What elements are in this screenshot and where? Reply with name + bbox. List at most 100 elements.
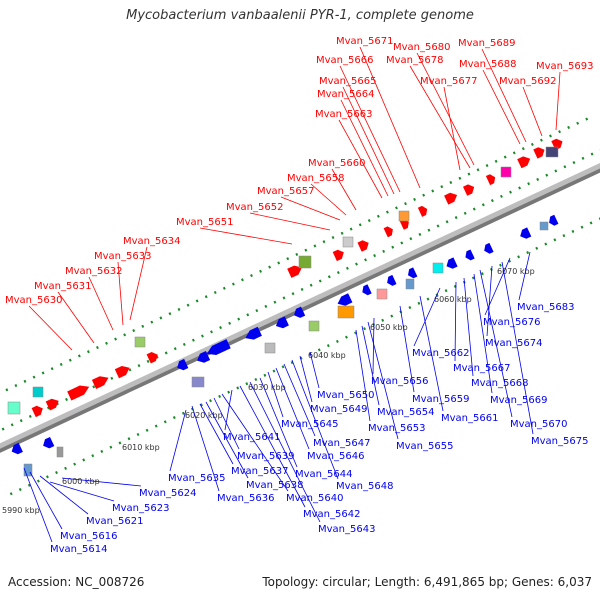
- reverse-leader-line: [49, 481, 115, 502]
- reverse-gene-arrow: [43, 437, 55, 449]
- forward-gene-arrow: [357, 240, 369, 252]
- reverse-gene-label: Mvan_5662: [412, 348, 469, 359]
- backbone: [0, 163, 600, 449]
- forward-gene-label: Mvan_5688: [459, 59, 516, 70]
- reverse-leader-line: [61, 477, 142, 487]
- forward-gene-label: Mvan_5630: [5, 295, 62, 306]
- forward-leader-line: [88, 276, 114, 331]
- reverse-gene-label: Mvan_5614: [50, 544, 107, 555]
- forward-gene-arrow: [444, 192, 458, 205]
- forward-gene-arrow: [517, 156, 531, 169]
- reverse-gene-label: Mvan_5644: [295, 469, 352, 480]
- reverse-gene-label: Mvan_5661: [441, 413, 498, 424]
- reverse-leader-line: [473, 273, 493, 394]
- reverse-gene-label: Mvan_5675: [531, 436, 588, 447]
- kbp-tick-label: 6000 kbp: [62, 477, 100, 486]
- reverse-gene-label: Mvan_5653: [368, 423, 425, 434]
- forward-gene-arrow: [67, 385, 90, 401]
- reverse-leader-line: [169, 409, 187, 472]
- reverse-gene-label: Mvan_5646: [307, 451, 364, 462]
- annotation-box: [134, 336, 146, 348]
- annotation-box: [432, 262, 444, 274]
- reverse-gene-arrow: [408, 267, 418, 279]
- reverse-leader-line: [367, 321, 399, 440]
- annotation-box: [500, 166, 512, 178]
- forward-leader-line: [555, 71, 561, 131]
- annotation-box: [298, 255, 312, 269]
- reverse-gene-label: Mvan_5643: [318, 524, 375, 535]
- annotation-box: [56, 446, 64, 458]
- reverse-gene-label: Mvan_5616: [60, 531, 117, 542]
- forward-leader-line: [443, 86, 461, 171]
- forward-gene-label: Mvan_5666: [316, 55, 373, 66]
- reverse-gene-arrow: [294, 306, 306, 318]
- reverse-gene-arrow: [549, 214, 559, 226]
- reverse-gene-arrow: [337, 293, 353, 306]
- forward-leader-line: [28, 305, 73, 351]
- forward-leader-line: [409, 65, 471, 169]
- forward-gene-arrow: [287, 265, 302, 278]
- kbp-tick-label: 6030 kbp: [248, 383, 286, 392]
- forward-gene-label: Mvan_5663: [315, 109, 372, 120]
- forward-leader-line: [338, 119, 383, 199]
- forward-leader-line: [340, 99, 389, 197]
- reverse-leader-line: [299, 355, 313, 403]
- kbp-tick-label: 6010 kbp: [122, 443, 160, 452]
- annotation-box: [545, 146, 559, 158]
- reverse-gene-arrow: [197, 351, 211, 363]
- forward-gene-arrow: [551, 138, 563, 151]
- annotation-box: [7, 401, 21, 415]
- kbp-tick-label: 6060 kbp: [434, 295, 472, 304]
- reverse-leader-line: [355, 329, 371, 422]
- reverse-leader-line: [275, 367, 310, 450]
- reverse-gene-label: Mvan_5683: [517, 302, 574, 313]
- annotation-box: [337, 305, 355, 319]
- forward-gene-label: Mvan_5634: [123, 236, 180, 247]
- reverse-gene-label: Mvan_5654: [377, 407, 434, 418]
- forward-leader-line: [57, 291, 95, 344]
- reverse-gene-label: Mvan_5635: [168, 473, 225, 484]
- reverse-gene-label: Mvan_5636: [217, 493, 274, 504]
- forward-gene-arrow: [485, 174, 496, 186]
- reverse-gene-arrow: [446, 257, 458, 269]
- forward-gene-label: Mvan_5664: [317, 89, 374, 100]
- reverse-gene-arrow: [387, 274, 397, 286]
- genome-summary-text: Topology: circular; Length: 6,491,865 bp…: [262, 575, 592, 589]
- kbp-tick-label: 6020 kbp: [185, 411, 223, 420]
- annotation-box: [191, 376, 205, 388]
- reverse-gene-label: Mvan_5647: [313, 438, 370, 449]
- forward-gene-arrow: [463, 184, 475, 196]
- ruler-line: [0, 148, 600, 432]
- forward-gene-label: Mvan_5657: [257, 186, 314, 197]
- reverse-gene-label: Mvan_5650: [317, 390, 374, 401]
- reverse-leader-line: [479, 269, 513, 418]
- reverse-gene-arrow: [484, 242, 494, 254]
- reverse-leader-line: [484, 257, 511, 316]
- forward-gene-label: Mvan_5658: [287, 173, 344, 184]
- reverse-gene-arrow: [362, 284, 372, 296]
- reverse-leader-line: [259, 377, 298, 468]
- forward-gene-arrow: [399, 218, 409, 230]
- reverse-gene-label: Mvan_5655: [396, 441, 453, 452]
- forward-leader-line: [342, 86, 395, 195]
- reverse-leader-line: [291, 359, 339, 480]
- reverse-leader-line: [205, 401, 249, 479]
- forward-gene-arrow: [383, 226, 393, 238]
- reverse-gene-label: Mvan_5648: [336, 481, 393, 492]
- annotation-box: [32, 386, 44, 398]
- reverse-gene-label: Mvan_5669: [490, 395, 547, 406]
- reverse-gene-label: Mvan_5667: [453, 363, 510, 374]
- forward-leader-line: [522, 86, 543, 137]
- reverse-leader-line: [454, 281, 457, 362]
- reverse-leader-line: [486, 265, 493, 337]
- forward-gene-label: Mvan_5652: [226, 202, 283, 213]
- reverse-gene-arrow: [245, 326, 262, 340]
- forward-gene-arrow: [31, 405, 43, 418]
- forward-gene-arrow: [533, 147, 545, 159]
- forward-gene-label: Mvan_5633: [94, 251, 151, 262]
- reverse-gene-arrow: [465, 249, 475, 261]
- forward-gene-arrow: [114, 366, 130, 379]
- reverse-gene-label: Mvan_5674: [485, 338, 542, 349]
- reverse-gene-label: Mvan_5640: [286, 493, 343, 504]
